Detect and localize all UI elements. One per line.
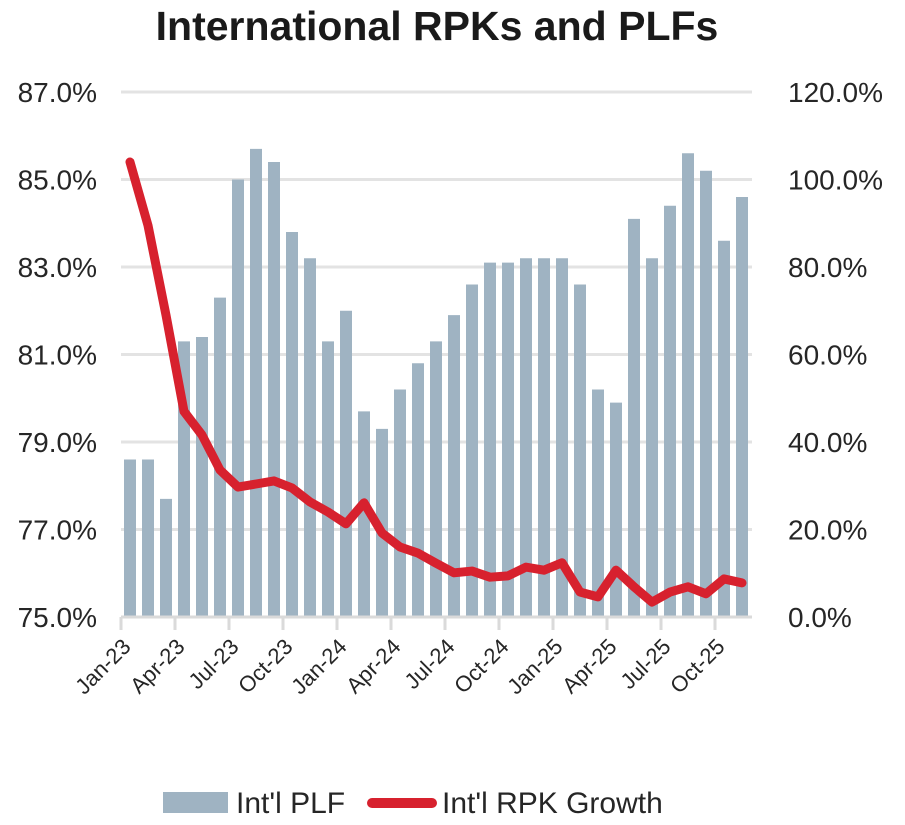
bar-nov-23 [304, 258, 316, 617]
bar-jul-24 [448, 315, 460, 617]
y-axis-left: 75.0% 77.0% 79.0% 81.0% 83.0% 85.0% 87.0% [18, 77, 97, 633]
x-tick-label: Apr-23 [125, 634, 189, 698]
y-right-tick-label: 120.0% [788, 77, 883, 108]
y-left-tick-label: 83.0% [18, 252, 97, 283]
x-axis [119, 615, 752, 630]
y-right-tick-label: 20.0% [788, 515, 867, 546]
bar-jul-23 [232, 179, 244, 617]
x-tick-label: Jul-23 [183, 634, 243, 694]
bar-jun-24 [430, 341, 442, 617]
legend: Int'l PLF Int'l RPK Growth [163, 787, 663, 820]
y-right-tick-label: 60.0% [788, 340, 867, 371]
x-tick-label: Jul-24 [399, 634, 459, 694]
x-tick-label: Oct-24 [449, 634, 513, 698]
bar-mar-23 [160, 498, 172, 617]
bar-dec-23 [322, 341, 334, 617]
bar-aug-25 [682, 153, 694, 617]
bar-oct-23 [286, 232, 298, 617]
bar-jun-23 [214, 297, 226, 617]
bar-nov-25 [736, 197, 748, 617]
bar-jan-24 [340, 310, 352, 617]
bar-may-25 [628, 218, 640, 617]
bar-sep-23 [268, 162, 280, 617]
legend-swatch-int-l-plf [163, 792, 228, 813]
y-right-tick-label: 40.0% [788, 427, 867, 458]
x-tick-labels: Jan-23Apr-23Jul-23Oct-23Jan-24Apr-24Jul-… [70, 634, 729, 699]
bar-may-23 [196, 337, 208, 617]
legend-label-int-l-plf: Int'l PLF [236, 787, 345, 820]
bar-feb-24 [358, 411, 370, 617]
chart-title: International RPKs and PLFs [156, 3, 719, 49]
bar-apr-24 [394, 389, 406, 617]
bar-jul-25 [664, 205, 676, 617]
bar-jan-25 [556, 258, 568, 617]
x-tick-label: Apr-25 [557, 634, 621, 698]
bar-feb-23 [142, 459, 154, 617]
bar-nov-24 [520, 258, 532, 617]
bar-dec-24 [538, 258, 550, 617]
bar-mar-25 [592, 389, 604, 617]
x-tick-label: Jan-25 [502, 634, 567, 699]
bar-feb-25 [574, 284, 586, 617]
bars-int-l-plf [124, 148, 748, 617]
bar-oct-25 [718, 240, 730, 617]
bar-mar-24 [376, 428, 388, 617]
y-left-tick-label: 85.0% [18, 165, 97, 196]
y-left-tick-label: 75.0% [18, 602, 97, 633]
bar-aug-23 [250, 148, 262, 617]
y-left-tick-label: 81.0% [18, 340, 97, 371]
bar-aug-24 [466, 284, 478, 617]
bar-jan-23 [124, 459, 136, 617]
y-right-tick-label: 100.0% [788, 165, 883, 196]
x-tick-label: Apr-24 [341, 634, 405, 698]
bar-oct-24 [502, 262, 514, 617]
line-int-l-rpk-growth [125, 157, 747, 607]
bar-may-24 [412, 363, 424, 617]
bar-jun-25 [646, 258, 658, 617]
x-tick-label: Oct-25 [665, 634, 729, 698]
x-tick-label: Jan-23 [70, 634, 135, 699]
y-left-tick-label: 87.0% [18, 77, 97, 108]
legend-label-int-l-rpk-growth: Int'l RPK Growth [442, 787, 663, 820]
y-axis-right: 0.0% 20.0% 40.0% 60.0% 80.0% 100.0% 120.0% [788, 77, 883, 633]
y-right-tick-label: 0.0% [788, 602, 852, 633]
y-left-tick-label: 77.0% [18, 515, 97, 546]
x-tick-label: Jul-25 [615, 634, 675, 694]
x-tick-label: Jan-24 [286, 634, 351, 699]
bar-apr-25 [610, 402, 622, 617]
y-right-tick-label: 80.0% [788, 252, 867, 283]
bar-sep-25 [700, 170, 712, 617]
x-tick-label: Oct-23 [233, 634, 297, 698]
bar-sep-24 [484, 262, 496, 617]
y-left-tick-label: 79.0% [18, 427, 97, 458]
